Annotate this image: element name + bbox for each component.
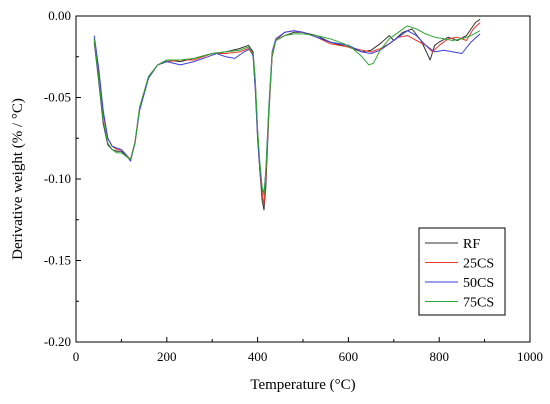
y-tick-label: -0.05 (44, 90, 71, 105)
series-line-25cs (93, 22, 481, 206)
series-line-rf (93, 18, 481, 211)
series-line-50cs (93, 30, 481, 195)
x-tick-label: 600 (339, 349, 359, 364)
x-tick-label: 400 (248, 349, 268, 364)
x-axis: 0 200 400 600 800 1000 (73, 337, 543, 364)
x-axis-label: Temperature (°C) (250, 377, 355, 393)
legend-label-rf: RF (463, 237, 480, 252)
y-axis-label: Derivative weight (% / °C) (10, 98, 26, 260)
series-line-75cs (93, 25, 481, 196)
x-tick-label: 800 (429, 349, 449, 364)
y-tick-label: -0.15 (44, 253, 71, 268)
y-tick-label: -0.20 (44, 334, 71, 349)
legend-label-50cs: 50CS (463, 276, 494, 291)
x-tick-label: 200 (157, 349, 177, 364)
series-group (93, 18, 481, 211)
y-axis: 0.00 -0.05 -0.10 -0.15 -0.20 (44, 8, 81, 349)
legend-label-75cs: 75CS (463, 296, 494, 311)
x-tick-label: 0 (73, 349, 80, 364)
y-tick-label: -0.10 (44, 171, 71, 186)
y-tick-label: 0.00 (48, 8, 71, 23)
legend-label-25cs: 25CS (463, 257, 494, 272)
x-tick-label: 1000 (517, 349, 543, 364)
legend: RF 25CS 50CS 75CS (418, 227, 506, 316)
